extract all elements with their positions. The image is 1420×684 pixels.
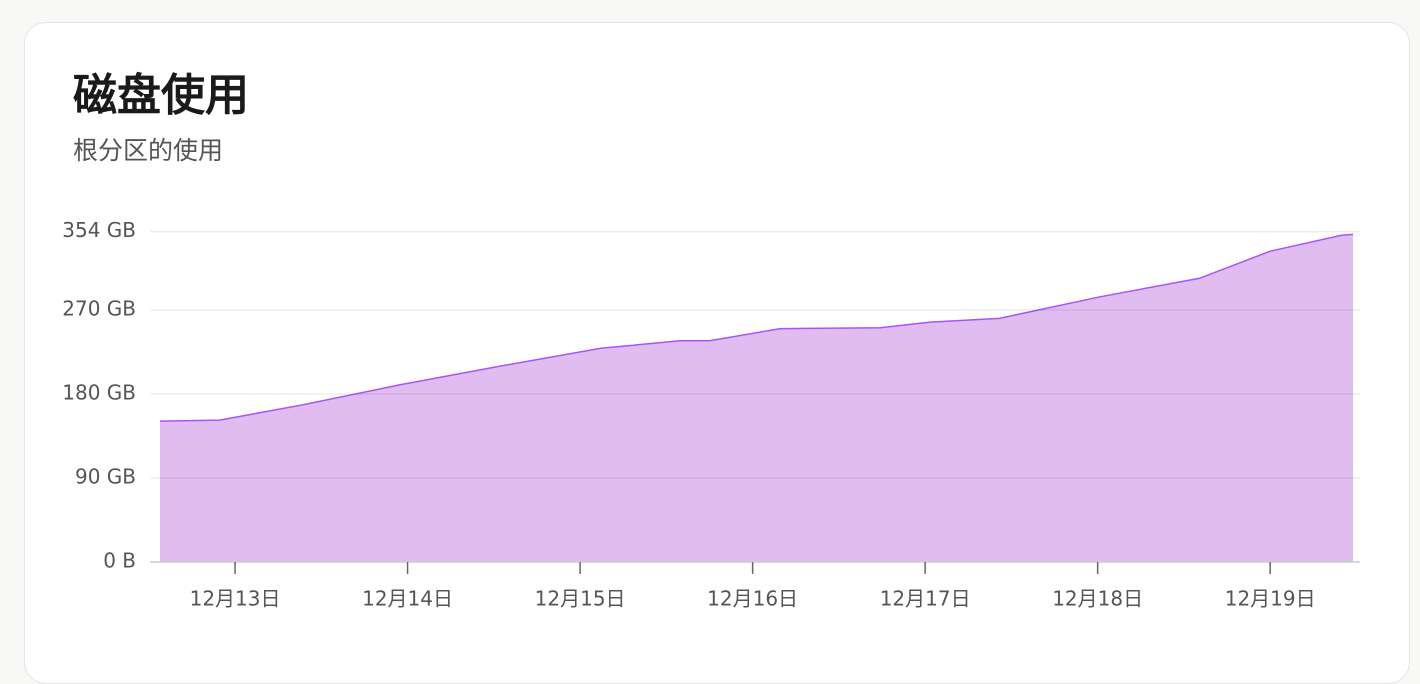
x-tick-label: 12月17日 (880, 587, 971, 611)
y-tick-label: 270 GB (62, 297, 136, 321)
chart: 0 B 90 GB 180 GB 270 GB 354 GB 12月13日 12月14日 12… (62, 218, 1360, 611)
x-tick-label: 12月18日 (1052, 587, 1143, 611)
y-tick-label: 90 GB (75, 465, 136, 489)
x-tick-label: 12月19日 (1225, 587, 1316, 611)
area-line (159, 233, 1354, 422)
x-tick-label: 12月15日 (535, 587, 626, 611)
y-tick-label: 0 B (103, 549, 136, 573)
x-tick-label: 12月13日 (190, 587, 281, 611)
x-tick-label: 12月16日 (707, 587, 798, 611)
y-tick-label: 180 GB (62, 381, 136, 405)
area-fill (160, 234, 1353, 562)
card-title: 磁盘使用 (73, 70, 249, 121)
x-tick-label: 12月14日 (362, 587, 453, 611)
y-tick-label: 354 GB (62, 218, 136, 242)
card-subtitle: 根分区的使用 (73, 136, 224, 165)
